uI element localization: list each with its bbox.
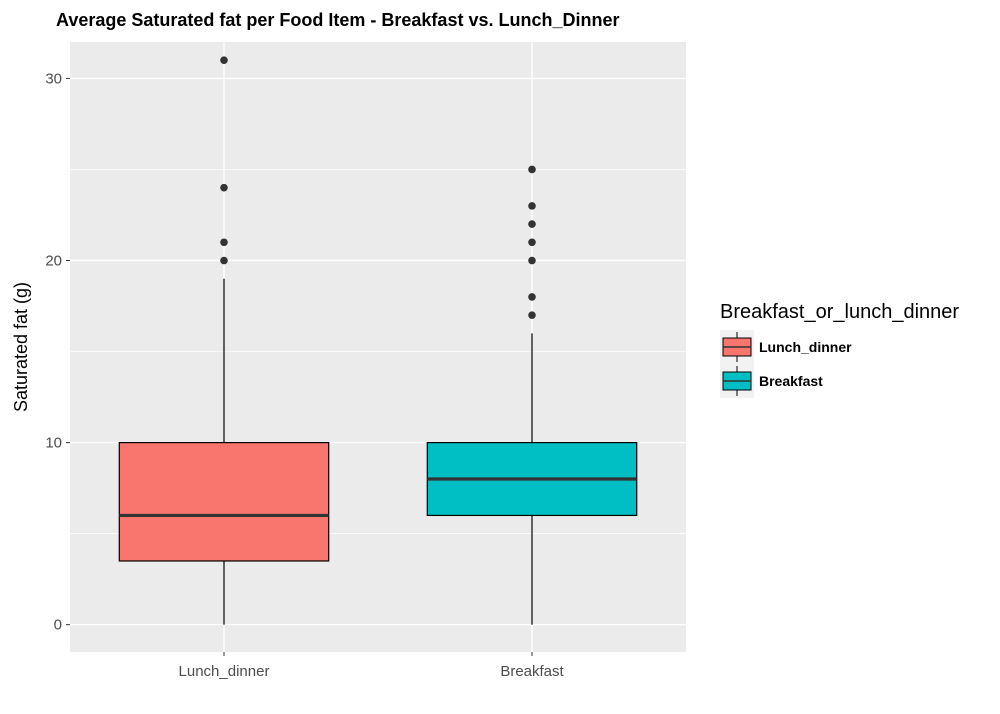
y-tick-label: 10: [45, 435, 62, 452]
legend-label: Lunch_dinner: [759, 339, 852, 355]
legend-key: [720, 364, 754, 398]
chart-title: Average Saturated fat per Food Item - Br…: [56, 10, 619, 30]
legend-label: Breakfast: [759, 373, 823, 389]
legend-key: [720, 330, 754, 364]
y-tick-label: 20: [45, 253, 62, 270]
y-tick-label: 30: [45, 70, 62, 87]
outlier-point: [220, 56, 228, 65]
outlier-point: [528, 165, 536, 174]
legend: Breakfast_or_lunch_dinner Lunch_dinner Bre…: [720, 301, 959, 398]
box-breakfast: [426, 165, 638, 625]
outlier-point: [528, 256, 536, 265]
x-axis: Lunch_dinner Breakfast: [179, 652, 565, 680]
box-iqr: [118, 441, 330, 562]
y-axis-title: Saturated fat (g): [11, 282, 31, 412]
outlier-point: [528, 238, 536, 247]
outlier-point: [528, 311, 536, 319]
legend-title: Breakfast_or_lunch_dinner: [720, 301, 959, 323]
outlier-point: [220, 183, 228, 192]
outlier-point: [220, 238, 228, 247]
y-tick-label: 0: [54, 617, 62, 634]
y-axis: 0 10 20 30: [45, 70, 70, 634]
x-tick-label: Lunch_dinner: [179, 663, 270, 680]
box-lunch_dinner: [118, 56, 330, 625]
boxes: [118, 56, 638, 625]
outlier-point: [528, 293, 536, 301]
x-tick-label: Breakfast: [500, 663, 564, 680]
outlier-point: [528, 202, 536, 210]
outlier-point: [528, 220, 536, 228]
outlier-point: [220, 256, 228, 265]
